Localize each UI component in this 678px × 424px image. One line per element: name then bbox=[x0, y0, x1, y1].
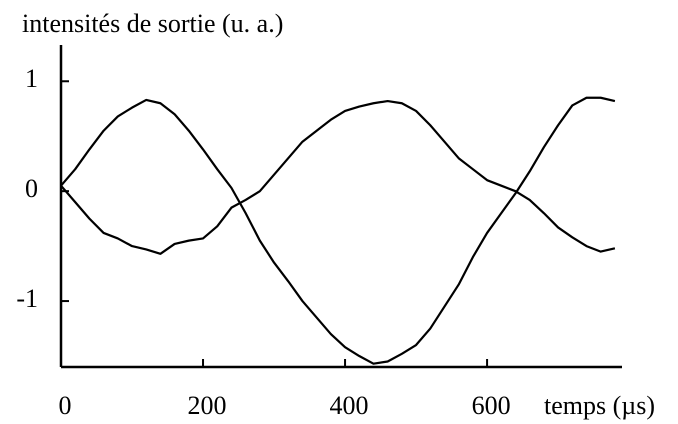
x-tick-label: 0 bbox=[59, 391, 72, 420]
y-axis-label: intensités de sortie (u. a.) bbox=[22, 9, 283, 38]
y-tick-label: 0 bbox=[25, 174, 38, 203]
x-axis-label: temps (µs) bbox=[544, 391, 655, 420]
y-tick-label: -1 bbox=[16, 284, 38, 313]
x-tick-label: 400 bbox=[330, 391, 369, 420]
x-tick-label: 600 bbox=[472, 391, 511, 420]
data-line bbox=[60, 96, 616, 365]
data-line bbox=[60, 99, 616, 255]
x-tick-label: 200 bbox=[188, 391, 227, 420]
y-tick-label: 1 bbox=[25, 64, 38, 93]
